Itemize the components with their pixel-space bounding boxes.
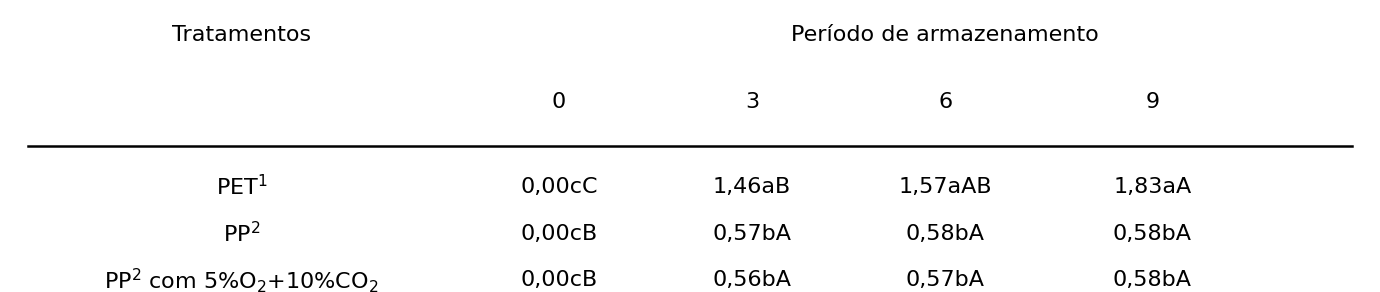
- Text: 6: 6: [938, 92, 952, 112]
- Text: PET$^1$: PET$^1$: [215, 174, 268, 199]
- Text: 0,58bA: 0,58bA: [1112, 270, 1192, 290]
- Text: 0,00cB: 0,00cB: [520, 270, 598, 290]
- Text: 1,46aB: 1,46aB: [713, 177, 791, 197]
- Text: 0,57bA: 0,57bA: [905, 270, 985, 290]
- Text: Período de armazenamento: Período de armazenamento: [791, 25, 1100, 45]
- Text: 0,00cC: 0,00cC: [520, 177, 598, 197]
- Text: 1,83aA: 1,83aA: [1114, 177, 1191, 197]
- Text: 0,57bA: 0,57bA: [712, 224, 792, 244]
- Text: 0: 0: [552, 92, 566, 112]
- Text: 0,58bA: 0,58bA: [905, 224, 985, 244]
- Text: Tratamentos: Tratamentos: [172, 25, 310, 45]
- Text: 0,56bA: 0,56bA: [712, 270, 792, 290]
- Text: PP$^2$: PP$^2$: [222, 221, 261, 246]
- Text: 0,58bA: 0,58bA: [1112, 224, 1192, 244]
- Text: 3: 3: [745, 92, 759, 112]
- Text: 9: 9: [1145, 92, 1159, 112]
- Text: 0,00cB: 0,00cB: [520, 224, 598, 244]
- Text: 1,57aAB: 1,57aAB: [898, 177, 992, 197]
- Text: PP$^2$ com 5%O$_2$+10%CO$_2$: PP$^2$ com 5%O$_2$+10%CO$_2$: [105, 266, 378, 292]
